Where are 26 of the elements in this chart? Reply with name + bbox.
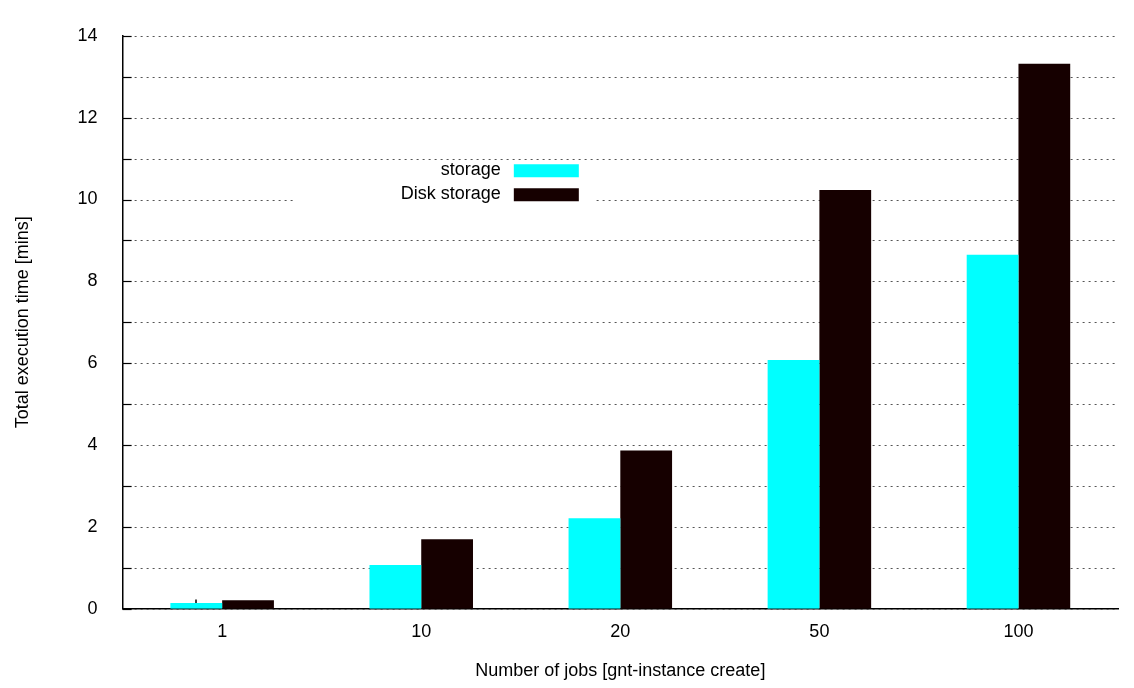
y-tick-label: 14 [77,24,98,45]
y-tick-label: 8 [87,270,98,291]
bar [767,359,820,609]
bar [222,600,274,609]
x-tick-label: 10 [411,620,432,641]
x-tick-label: 50 [809,620,830,641]
y-tick-label: 2 [87,515,98,536]
x-tick-label: 20 [610,620,631,641]
x-tick-label: 1 [217,620,228,641]
y-tick-label: 0 [87,597,98,618]
x-tick-label: 100 [1003,620,1034,641]
bar [1018,63,1071,609]
y-tick-label: 12 [77,106,98,127]
y-axis-title: Total execution time [mins] [11,216,32,429]
bar [421,539,473,609]
y-tick-label: 6 [87,352,98,373]
bar [620,450,673,609]
y-tick-label: 10 [77,188,98,209]
bar [819,190,872,609]
bar [966,254,1019,609]
bar [568,518,621,609]
y-tick-label: 4 [87,434,98,455]
legend-label: storage [440,159,501,180]
x-axis-title: Number of jobs [gnt-instance create] [475,660,766,681]
bar [369,565,422,609]
legend-label: Disk storage [400,183,501,204]
